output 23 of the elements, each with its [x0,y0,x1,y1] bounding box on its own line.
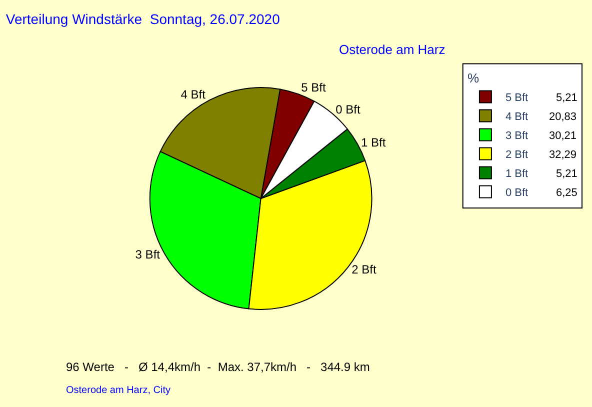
slice-label: 3 Bft [135,248,161,262]
data-label: 5,21 [556,168,578,180]
slice-label: 5 Bft [301,80,326,95]
chart-subtitle: Osterode am Harz [339,42,446,57]
text: Osterode am Harz, City [66,385,170,396]
data-label: 5,21 [556,92,578,104]
data-label: 20,83 [549,111,577,123]
text: 96 Werte - Ø 14,4km/h - Max. 37,7km/h - 344.9 km [66,360,370,374]
legend-label: 1 Bft [505,168,528,180]
legend-label: 5 Bft [505,92,528,104]
legend-label: 3 Bft [505,130,528,142]
legend-title: % [467,70,480,86]
slice-label: 4 Bft [180,88,206,102]
data-label: 6,25 [556,187,578,199]
legend-label: 2 Bft [505,149,528,162]
legend-label: 4 Bft [505,111,528,124]
slice-label: 2 Bft [352,262,377,277]
legend-label: 0 Bft [505,187,528,200]
slice-label: 0 Bft [336,102,362,116]
data-label: 30,21 [549,130,577,142]
chart-title: Verteilung Windstärke Sonntag, 26.07.2020 [6,11,280,28]
data-label: 32,29 [549,149,577,161]
slice-label: 1 Bft [361,135,386,150]
